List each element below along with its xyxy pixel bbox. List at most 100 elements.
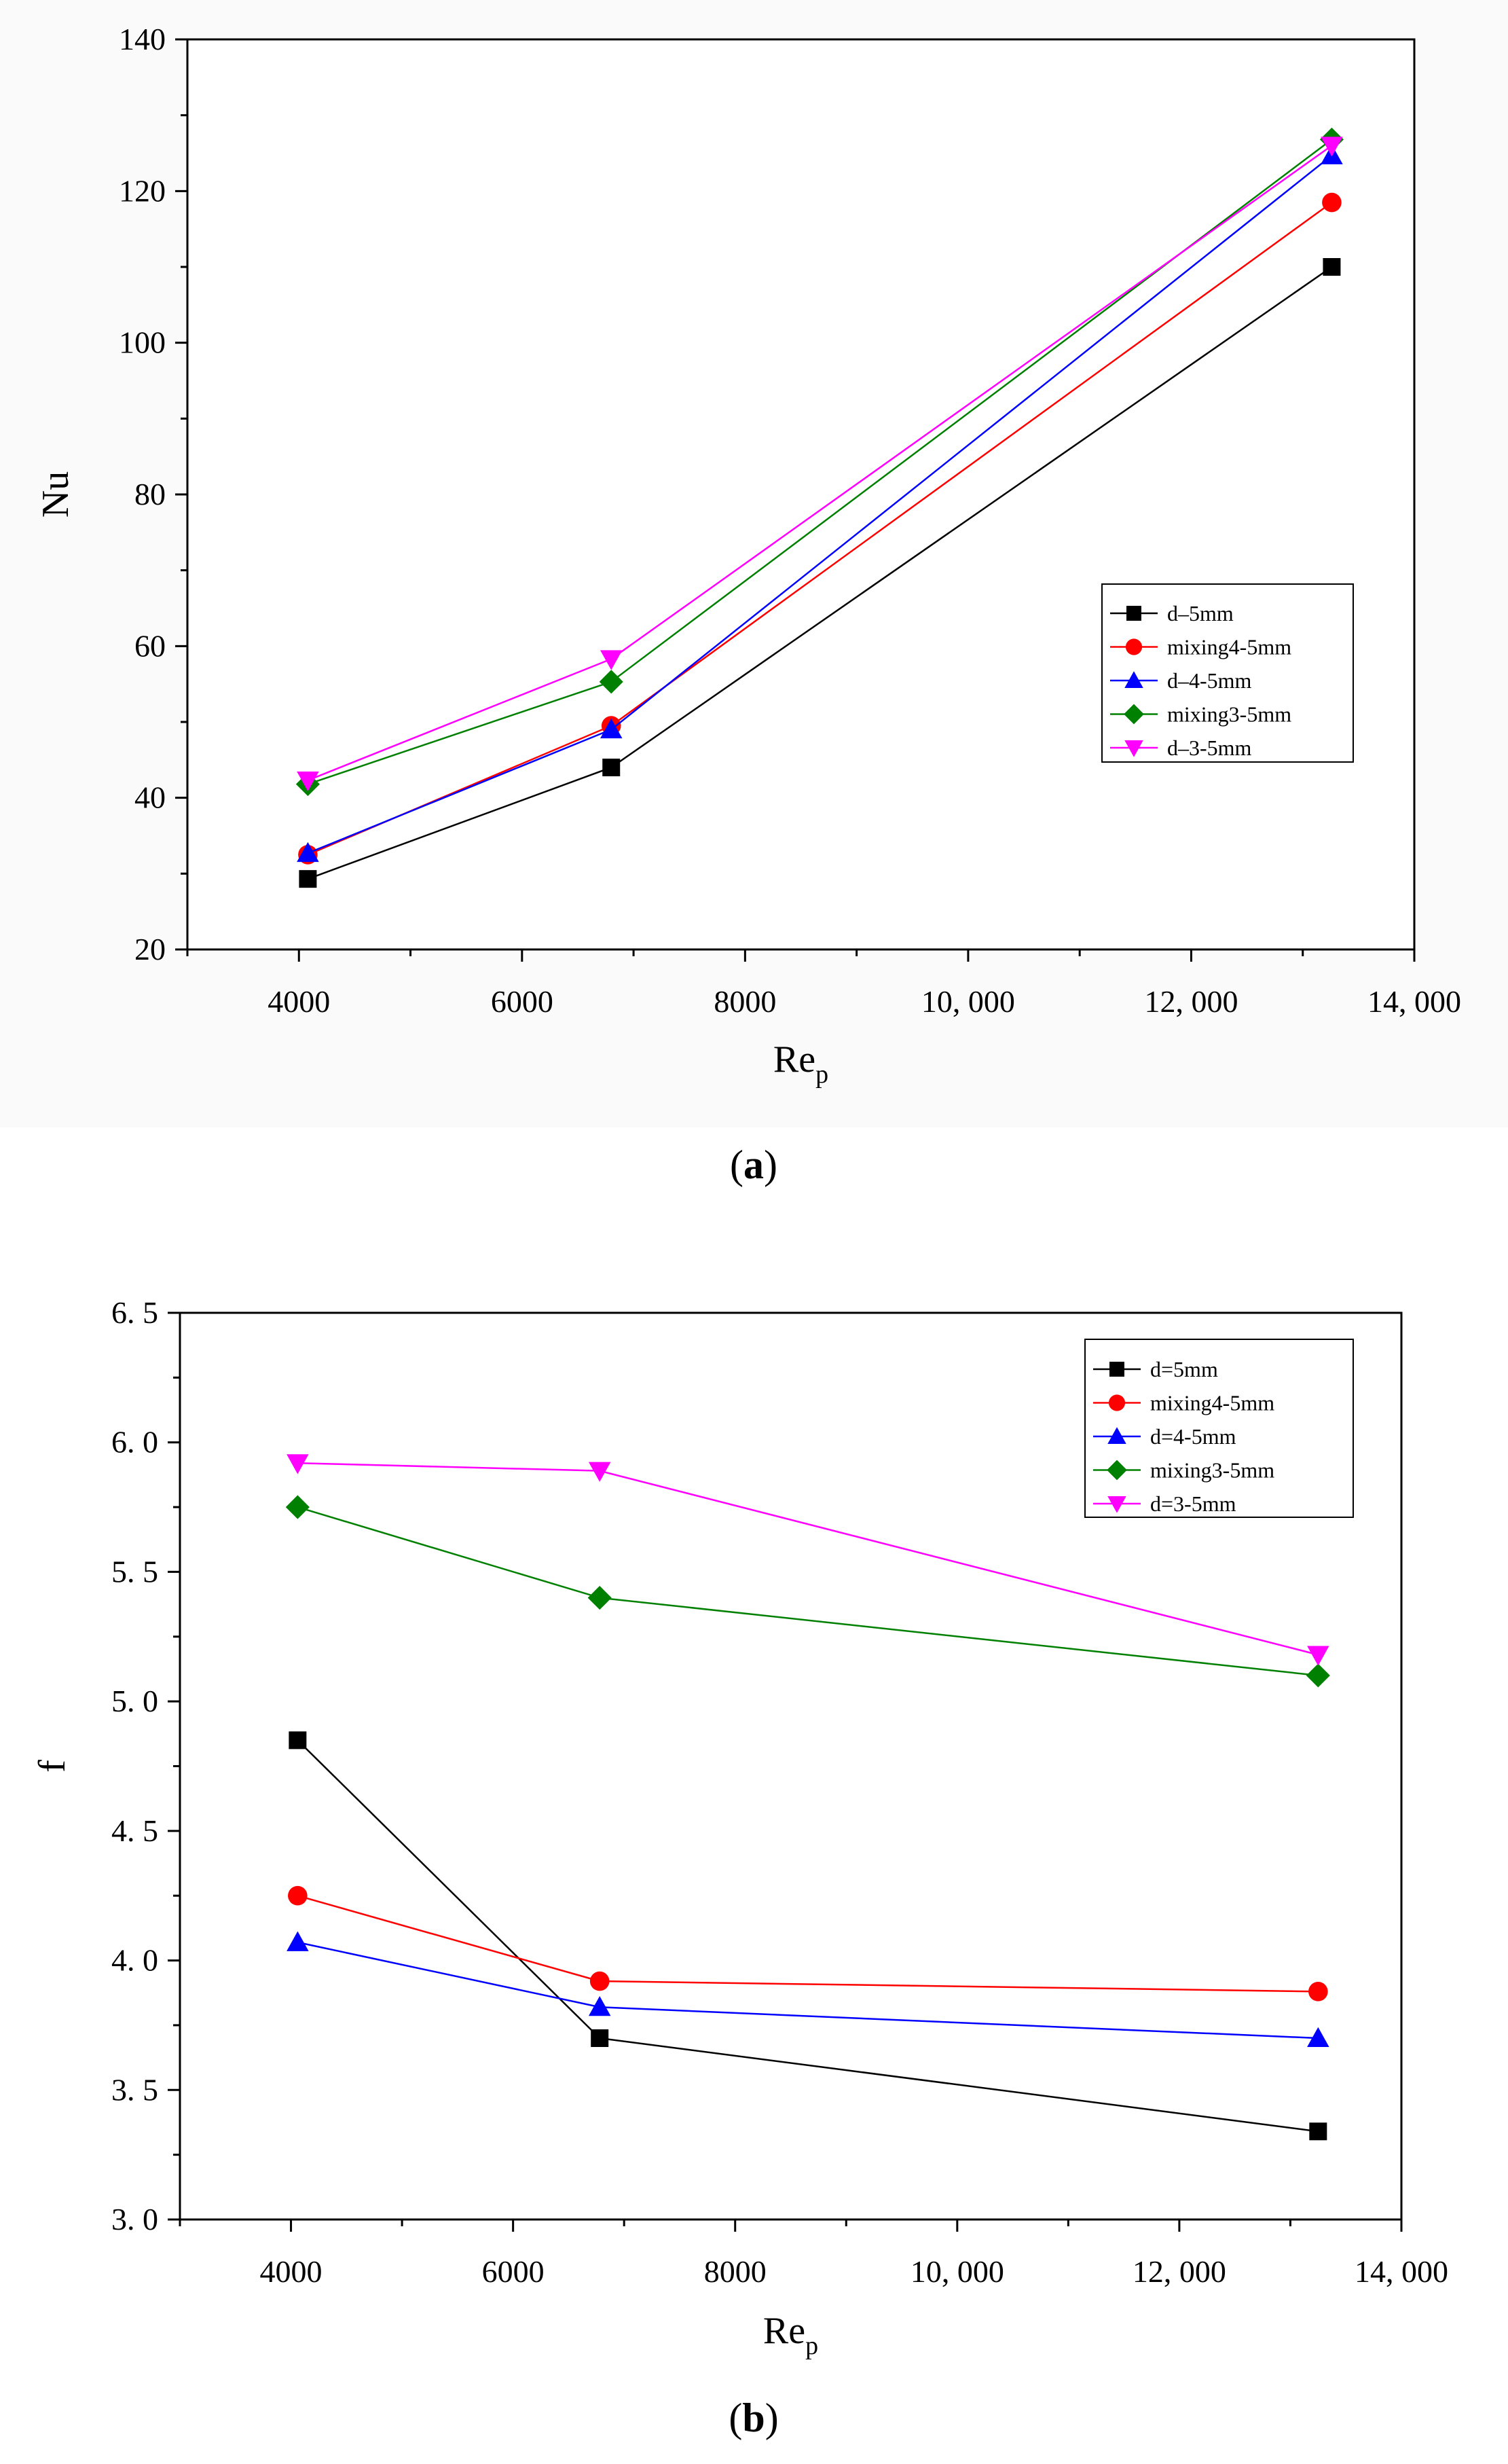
legend-marker xyxy=(1107,1460,1127,1481)
y-tick-label: 80 xyxy=(134,477,166,511)
y-tick-label: 40 xyxy=(134,780,166,815)
legend-marker xyxy=(1125,638,1143,655)
legend-label: d=4-5mm xyxy=(1150,1424,1236,1449)
x-tick-label: 6000 xyxy=(491,984,553,1019)
x-tick-label: 12, 000 xyxy=(1144,984,1238,1019)
x-tick-label: 8000 xyxy=(714,984,776,1019)
data-point xyxy=(1323,258,1341,276)
data-point xyxy=(600,650,623,670)
data-point xyxy=(287,1454,309,1474)
x-tick-label: 4000 xyxy=(260,2254,323,2289)
x-tick-label: 6000 xyxy=(482,2254,545,2289)
data-point xyxy=(591,2029,609,2047)
plot-area xyxy=(187,39,1414,949)
data-point xyxy=(1307,2027,1329,2047)
data-point xyxy=(288,1885,308,1906)
x-axis-label: Rep xyxy=(773,1038,828,1089)
legend-marker xyxy=(1124,671,1143,688)
data-point xyxy=(1306,1663,1330,1688)
figure-caption: (b) xyxy=(729,2395,778,2440)
caption-close-paren: ) xyxy=(764,1142,777,1187)
legend-marker xyxy=(1107,1427,1126,1444)
data-point xyxy=(599,670,623,694)
legend-marker xyxy=(1107,1496,1126,1513)
y-tick-label: 6. 5 xyxy=(111,1295,158,1330)
series-d=4-5mm xyxy=(287,1931,1329,2047)
legend-label: d=3-5mm xyxy=(1150,1491,1236,1516)
series-d–4-5mm xyxy=(297,144,1343,863)
legend-label: mixing4-5mm xyxy=(1150,1391,1274,1415)
data-point xyxy=(1307,1646,1329,1666)
legend-marker xyxy=(1124,704,1144,725)
caption-close-paren: ) xyxy=(765,2395,779,2440)
y-axis-label: f xyxy=(31,1760,73,1773)
caption-open-paren: ( xyxy=(729,2395,742,2440)
x-tick-label: 10, 000 xyxy=(911,2254,1004,2289)
y-tick-label: 5. 0 xyxy=(111,1684,158,1718)
y-tick-label: 140 xyxy=(119,22,166,56)
series-d–3-5mm xyxy=(297,137,1343,792)
x-axis-label: Rep xyxy=(763,2310,818,2360)
data-point xyxy=(587,1586,612,1610)
y-tick-label: 3. 5 xyxy=(111,2072,158,2107)
x-tick-label: 14, 000 xyxy=(1367,984,1461,1019)
series-d–5mm xyxy=(299,258,1341,888)
legend-label: mixing4-5mm xyxy=(1167,635,1291,659)
x-tick-label: 8000 xyxy=(704,2254,767,2289)
data-point xyxy=(1322,192,1342,213)
figure-caption: (a) xyxy=(730,1142,777,1187)
data-point xyxy=(287,1931,309,1951)
legend-label: d–3-5mm xyxy=(1167,736,1252,760)
y-tick-label: 3. 0 xyxy=(111,2202,158,2236)
x-tick-label: 4000 xyxy=(268,984,330,1019)
data-point xyxy=(1321,137,1343,157)
y-tick-label: 4. 5 xyxy=(111,1813,158,1848)
legend-label: d–5mm xyxy=(1167,601,1234,626)
legend-marker xyxy=(1126,606,1141,621)
x-axis-label-main: Re xyxy=(763,2310,805,2352)
x-tick-label: 10, 000 xyxy=(921,984,1015,1019)
x-tick-label: 14, 000 xyxy=(1355,2254,1448,2289)
chart-a: 4000 6000 8000 10, 000 12, 000 14, 000 20 40 60 8… xyxy=(0,0,1508,1187)
data-point xyxy=(602,759,621,776)
y-axis-label: Nu xyxy=(35,471,77,518)
caption-letter: a xyxy=(743,1142,764,1187)
data-point xyxy=(600,718,623,739)
y-tick-label: 60 xyxy=(134,628,166,663)
data-point xyxy=(1309,2122,1327,2141)
legend-label: mixing3-5mm xyxy=(1167,702,1291,727)
series-d=5mm xyxy=(289,1731,1327,2141)
y-tick-label: 100 xyxy=(119,325,166,360)
series-mixing3-5mm xyxy=(285,1495,1330,1688)
series-mixing4-5mm xyxy=(288,1885,1328,2001)
legend: d=5mm mixing4-5mm d=4-5mm mixing3-5mm d=3-5m… xyxy=(1084,1339,1354,1518)
data-point xyxy=(285,1495,310,1519)
y-tick-label: 4. 0 xyxy=(111,1943,158,1978)
y-tick-label: 20 xyxy=(134,932,166,966)
x-axis-label-main: Re xyxy=(773,1038,815,1081)
y-tick-label: 120 xyxy=(119,173,166,208)
data-point xyxy=(297,841,319,863)
y-tick-label: 5. 5 xyxy=(111,1554,158,1589)
legend-marker xyxy=(1109,1362,1124,1377)
legend-marker xyxy=(1124,740,1143,757)
caption-open-paren: ( xyxy=(730,1142,743,1187)
caption-letter: b xyxy=(742,2395,765,2440)
series-d=3-5mm xyxy=(287,1454,1329,1666)
data-point xyxy=(297,771,319,792)
legend-marker xyxy=(1108,1394,1126,1411)
data-point xyxy=(1308,1982,1328,2001)
x-axis-label-subscript: p xyxy=(805,2332,818,2360)
data-point xyxy=(289,1731,307,1750)
chart-b: 4000 6000 8000 10, 000 12, 000 14, 000 3. 0 3. … xyxy=(31,1295,1448,2440)
legend-label: d=5mm xyxy=(1150,1357,1218,1381)
x-axis-label-subscript: p xyxy=(815,1060,828,1089)
data-point xyxy=(589,1971,610,1991)
data-point xyxy=(588,1462,611,1482)
legend-label: mixing3-5mm xyxy=(1150,1458,1274,1483)
y-tick-label: 6. 0 xyxy=(111,1425,158,1460)
legend: d–5mm mixing4-5mm d–4-5mm mixing3-5mm d–3-5m… xyxy=(1101,583,1354,763)
legend-label: d–4-5mm xyxy=(1167,668,1252,693)
data-point xyxy=(588,1995,611,2016)
